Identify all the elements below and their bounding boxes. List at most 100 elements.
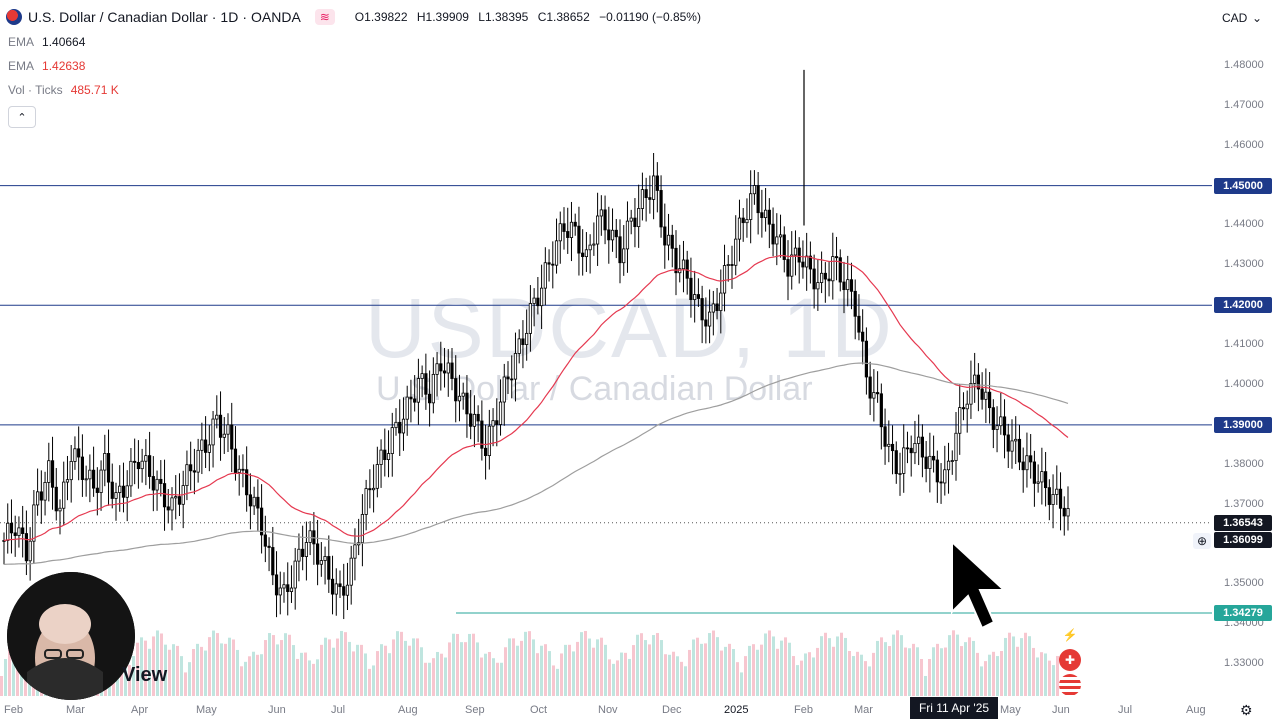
candle-body	[252, 496, 256, 507]
collapse-legend-button[interactable]: ⌃	[8, 106, 36, 128]
volume-bar	[272, 635, 275, 696]
candle-body	[17, 527, 21, 536]
candle-body	[230, 424, 234, 450]
candle-body	[99, 469, 103, 493]
volume-bar	[452, 633, 455, 696]
volume-bar	[712, 630, 715, 696]
candle-body	[125, 485, 129, 498]
volume-bar	[232, 639, 235, 696]
volume-bar	[184, 672, 187, 696]
candle-body	[413, 398, 417, 403]
volume-bar	[348, 641, 351, 696]
candle-body	[551, 263, 555, 266]
volume-bar	[544, 644, 547, 696]
volume-bar	[652, 635, 655, 696]
canada-flag-icon[interactable]: ✚	[1059, 649, 1081, 671]
candle-body	[222, 433, 226, 438]
crosshair-plus-icon[interactable]: ⊕	[1193, 533, 1211, 549]
candle-body	[827, 278, 831, 282]
candle-body	[764, 209, 768, 219]
volume-bar	[420, 647, 423, 696]
candle-body	[371, 487, 376, 491]
candle-body	[659, 190, 663, 228]
compare-icon[interactable]: ≋	[314, 9, 335, 25]
symbol-title[interactable]: U.S. Dollar / Canadian Dollar	[28, 9, 208, 25]
volume-bar	[200, 646, 203, 696]
broker-label[interactable]: OANDA	[251, 9, 301, 25]
price-axis[interactable]: 1.48000 1.47000 1.46000 1.44000 1.43000 1.410…	[1212, 36, 1280, 696]
volume-bar	[436, 651, 439, 696]
side-icons: ⚡ ✚	[1059, 624, 1087, 699]
chart-header: U.S. Dollar / Canadian Dollar · 1D · OAN…	[0, 0, 1280, 36]
volume-bar	[932, 647, 935, 696]
candle-body	[1058, 488, 1063, 509]
volume-bar	[804, 653, 807, 696]
volume-bar	[648, 644, 651, 696]
time-tick-label: Jun	[1052, 704, 1070, 716]
candle-body	[1055, 488, 1059, 495]
volume-bar	[608, 659, 611, 696]
volume-bar	[896, 630, 899, 696]
time-tick-label: Feb	[794, 704, 813, 716]
candle-body	[483, 447, 488, 457]
legend-row-volume[interactable]: Vol · Ticks 485.71 K	[8, 84, 119, 108]
candle-body	[607, 229, 611, 241]
currency-dropdown[interactable]: CAD ⌄	[1216, 6, 1268, 30]
time-axis[interactable]: Feb Mar Apr May Jun Jul Aug Sep Oct Nov Dec 2025 Feb…	[0, 700, 1280, 720]
candle-body	[577, 225, 581, 254]
volume-bar	[340, 630, 343, 696]
volume-bar	[620, 652, 623, 696]
volume-bar	[796, 665, 799, 696]
lightning-icon[interactable]: ⚡	[1062, 628, 1078, 642]
candle-body	[88, 469, 92, 480]
candle-body	[32, 504, 36, 542]
volume-bar	[640, 633, 643, 696]
candle-body	[573, 221, 577, 227]
time-tick-label: Aug	[398, 704, 418, 716]
volume-bar	[588, 638, 591, 696]
time-tick-label: Aug	[1186, 704, 1206, 716]
volume-bar	[948, 635, 951, 696]
candle-body	[696, 294, 701, 299]
gear-icon[interactable]: ⚙	[1240, 702, 1253, 718]
timeframe-label[interactable]: 1D	[220, 9, 239, 25]
volume-bar	[320, 644, 323, 696]
volume-bar	[764, 633, 767, 696]
us-flag-icon[interactable]	[1059, 674, 1081, 696]
candle-body	[793, 247, 798, 256]
volume-bar	[1040, 652, 1043, 696]
candle-body	[801, 261, 805, 268]
volume-bar	[992, 651, 995, 696]
volume-bar	[428, 662, 431, 696]
price-chart[interactable]	[0, 0, 1212, 700]
volume-bar	[244, 661, 247, 696]
legend-row-ema-fast[interactable]: EMA 1.40664	[8, 36, 119, 60]
volume-bar	[324, 637, 327, 696]
volume-bar	[148, 648, 151, 696]
open-value: 1.39822	[364, 10, 408, 24]
volume-bar	[792, 656, 795, 696]
volume-bar	[936, 643, 939, 696]
candle-body	[528, 303, 533, 334]
volume-bar	[760, 644, 763, 696]
volume-bar	[632, 645, 635, 696]
candle-body	[442, 370, 447, 374]
volume-bar	[280, 640, 283, 696]
candle-body	[749, 193, 753, 220]
candle-body	[861, 331, 865, 342]
candle-body	[950, 460, 954, 462]
candle-body	[398, 421, 402, 434]
volume-bar	[276, 644, 279, 696]
candle-body	[596, 215, 600, 245]
legend-row-ema-slow[interactable]: EMA 1.42638	[8, 60, 119, 84]
volume-bar	[556, 668, 559, 696]
volume-bar	[508, 638, 511, 696]
candle-body	[584, 249, 589, 258]
candle-body	[670, 234, 674, 249]
volume-bar	[164, 644, 167, 696]
candle-body	[693, 294, 697, 301]
volume-bar	[268, 633, 271, 696]
candle-body	[513, 353, 518, 380]
volume-bar	[124, 660, 127, 696]
time-tick-label: Mar	[66, 704, 85, 716]
